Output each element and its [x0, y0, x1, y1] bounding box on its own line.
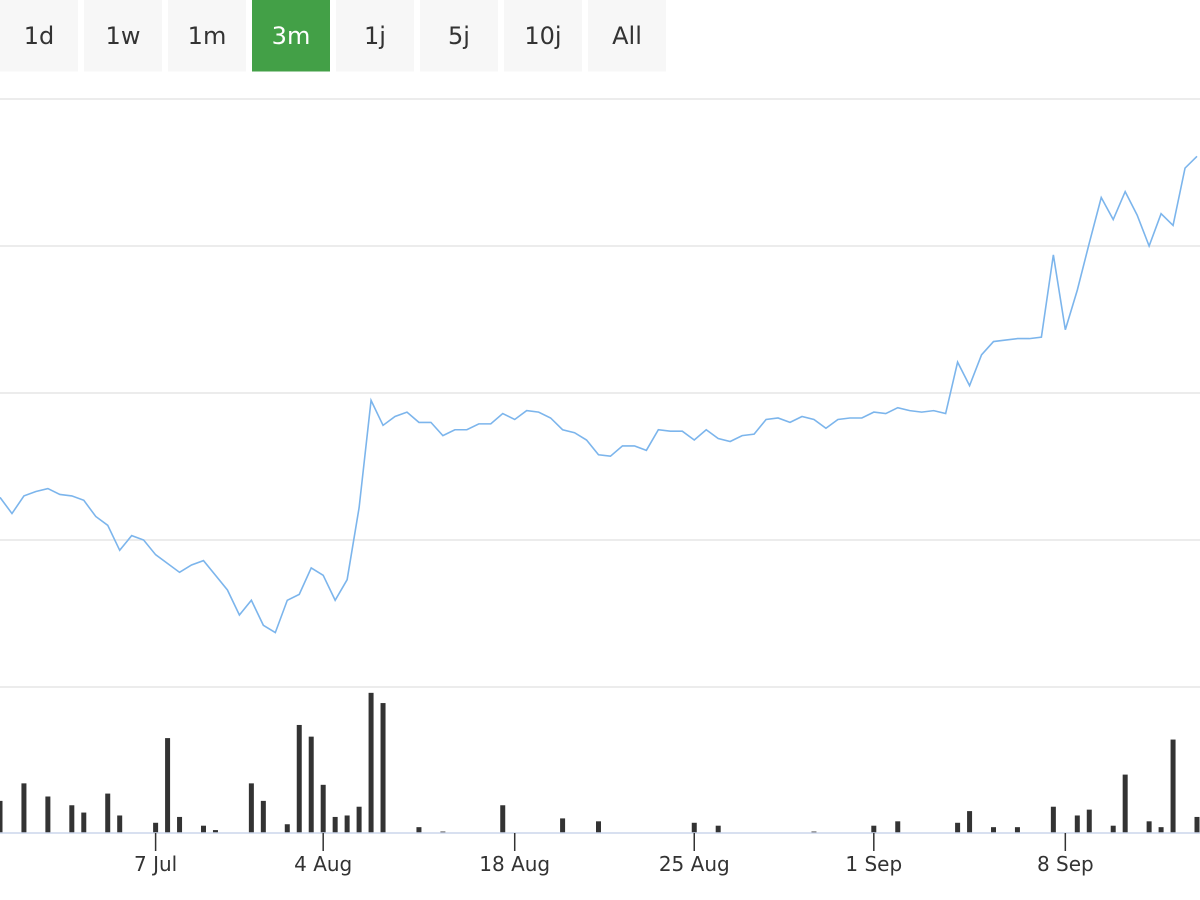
range-button[interactable]: 3m	[252, 0, 330, 72]
volume-bar	[177, 816, 183, 833]
range-button[interactable]: 1w	[84, 0, 162, 72]
volume-bar	[248, 783, 254, 833]
volume-bar	[344, 815, 350, 833]
volume-bar	[356, 806, 362, 833]
price-line	[0, 155, 1198, 634]
range-button[interactable]: All	[588, 0, 666, 72]
volume-bar	[871, 825, 877, 833]
volume-bar	[500, 805, 506, 833]
volume-bar	[895, 821, 901, 833]
volume-bar	[0, 800, 3, 833]
volume-bar	[991, 827, 997, 833]
volume-bar	[21, 783, 27, 833]
volume-bar	[1074, 815, 1080, 833]
range-button[interactable]: 1d	[0, 0, 78, 72]
range-button[interactable]: 1m	[168, 0, 246, 72]
x-tick-label: 1 Sep	[845, 852, 902, 876]
volume-bar	[1194, 816, 1200, 833]
range-button[interactable]: 10j	[504, 0, 582, 72]
volume-bar	[1086, 809, 1092, 833]
volume-bar	[715, 825, 721, 833]
volume-bar	[1146, 821, 1152, 833]
volume-bar	[153, 822, 159, 833]
volume-bar	[284, 824, 290, 833]
volume-bar	[380, 703, 386, 833]
x-tick-label: 8 Sep	[1037, 852, 1094, 876]
volume-bar	[1122, 774, 1128, 833]
volume-bar	[81, 812, 87, 833]
volume-bar	[332, 816, 338, 833]
volume-bar	[69, 805, 75, 833]
volume-bar	[1170, 739, 1176, 833]
volume-bar	[1014, 827, 1020, 833]
range-button[interactable]: 1j	[336, 0, 414, 72]
volume-bar	[1110, 825, 1116, 833]
volume-bar	[296, 724, 302, 833]
volume-bar	[1158, 827, 1164, 833]
volume-bar	[560, 818, 566, 833]
volume-bar	[45, 796, 51, 833]
volume-bar	[320, 784, 326, 833]
volume-bar	[105, 793, 111, 833]
volume-bar	[368, 692, 374, 833]
volume-bar	[416, 827, 422, 833]
volume-bar	[260, 800, 266, 833]
x-tick-label: 4 Aug	[294, 852, 352, 876]
volume-bar	[967, 811, 973, 833]
volume-bar	[212, 830, 218, 833]
volume-bar	[200, 825, 206, 833]
x-tick-label: 18 Aug	[479, 852, 550, 876]
volume-bar	[165, 738, 171, 833]
volume-bar	[955, 822, 961, 833]
volume-bar	[596, 821, 601, 833]
x-tick-label: 7 Jul	[134, 852, 177, 876]
x-tick-label: 25 Aug	[659, 852, 730, 876]
volume-bar	[117, 815, 123, 833]
volume-bar	[1050, 806, 1056, 833]
range-button[interactable]: 5j	[420, 0, 498, 72]
volume-bar	[691, 822, 697, 833]
volume-bar	[308, 736, 314, 833]
